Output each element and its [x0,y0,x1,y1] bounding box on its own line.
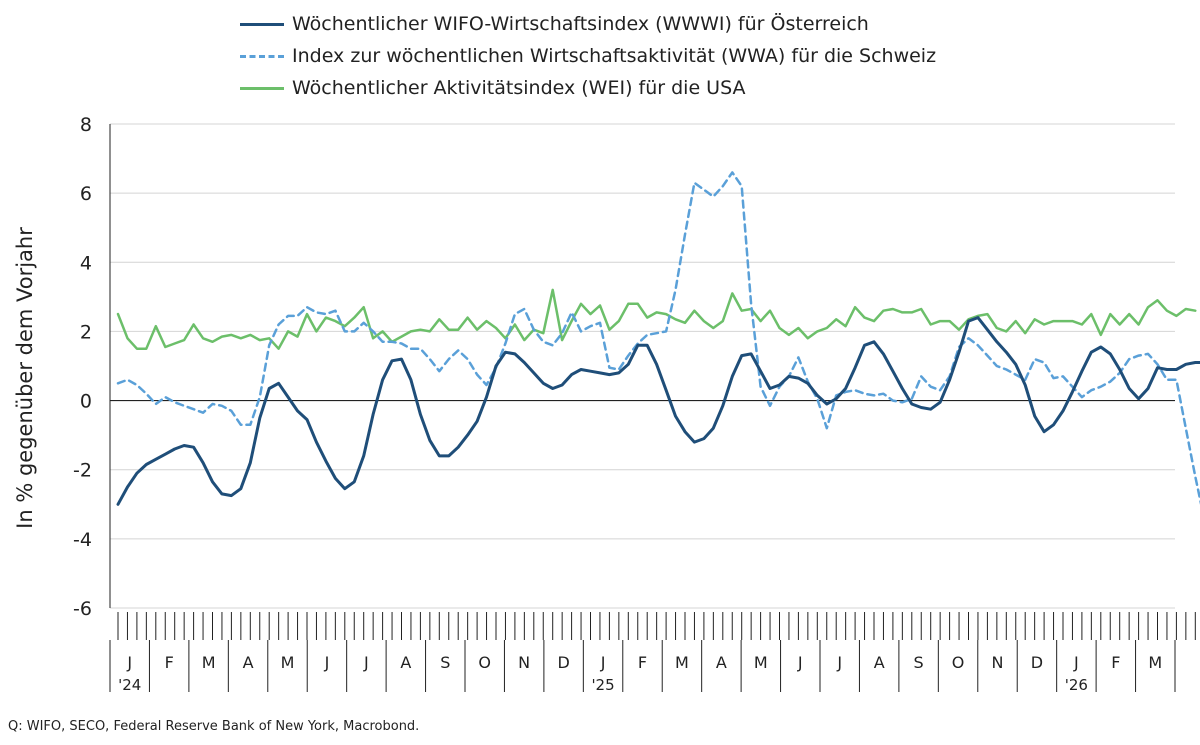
y-tick-label: 8 [80,114,92,136]
series-line-wwwi [116,316,1200,506]
y-tick-label: 4 [80,252,92,274]
legend-label-wwwi: Wöchentlicher WIFO-Wirtschaftsindex (WWW… [292,13,869,35]
x-tick-label: A [874,653,885,672]
legend-label-wei: Wöchentlicher Aktivitätsindex (WEI) für … [292,77,746,99]
x-tick-label: O [952,653,965,672]
series-line-wwa [116,171,1200,505]
x-tick-label: J [836,653,842,672]
y-tick-label: -2 [73,460,92,482]
x-tick-label: N [518,653,530,672]
x-tick-label: J [1073,653,1079,672]
x-year-label: '25 [591,676,614,694]
y-tick-label: 2 [80,321,92,343]
x-tick-label: J [126,653,132,672]
legend-line-wwwi [240,22,284,26]
legend-item-wei: Wöchentlicher Aktivitätsindex (WEI) für … [240,72,936,104]
series-line-wei [116,288,1197,350]
legend-item-wwwi: Wöchentlicher WIFO-Wirtschaftsindex (WWW… [240,8,936,40]
x-tick-label: D [557,653,569,672]
x-tick-label: A [716,653,727,672]
x-tick-label: M [1148,653,1162,672]
x-tick-label: O [478,653,491,672]
x-tick-label: M [675,653,689,672]
y-tick-label: -6 [73,598,92,620]
x-tick-label: M [202,653,216,672]
y-axis-title: In % gegenüber dem Vorjahr [13,227,37,529]
x-tick-label: A [243,653,254,672]
x-tick-label: F [1111,653,1120,672]
x-tick-label: J [600,653,606,672]
y-tick-label: 0 [80,391,92,413]
x-tick-label: M [281,653,295,672]
x-tick-label: S [440,653,450,672]
x-tick-label: D [1031,653,1043,672]
x-tick-label: J [363,653,369,672]
x-tick-label: A [400,653,411,672]
legend-line-wei [240,86,284,90]
x-tick-label: F [165,653,174,672]
x-tick-label: J [324,653,330,672]
x-year-label: '24 [118,676,141,694]
legend: Wöchentlicher WIFO-Wirtschaftsindex (WWW… [240,8,936,104]
legend-line-wwa [240,54,284,58]
y-tick-label: -4 [73,529,92,551]
x-tick-label: J [797,653,803,672]
legend-item-wwa: Index zur wöchentlichen Wirtschaftsaktiv… [240,40,936,72]
y-tick-label: 6 [80,183,92,205]
source-note: Q: WIFO, SECO, Federal Reserve Bank of N… [8,719,420,734]
x-tick-label: M [754,653,768,672]
x-tick-label: F [638,653,647,672]
x-tick-label: S [914,653,924,672]
x-tick-label: N [992,653,1004,672]
legend-label-wwa: Index zur wöchentlichen Wirtschaftsaktiv… [292,45,937,67]
x-year-label: '26 [1065,676,1088,694]
